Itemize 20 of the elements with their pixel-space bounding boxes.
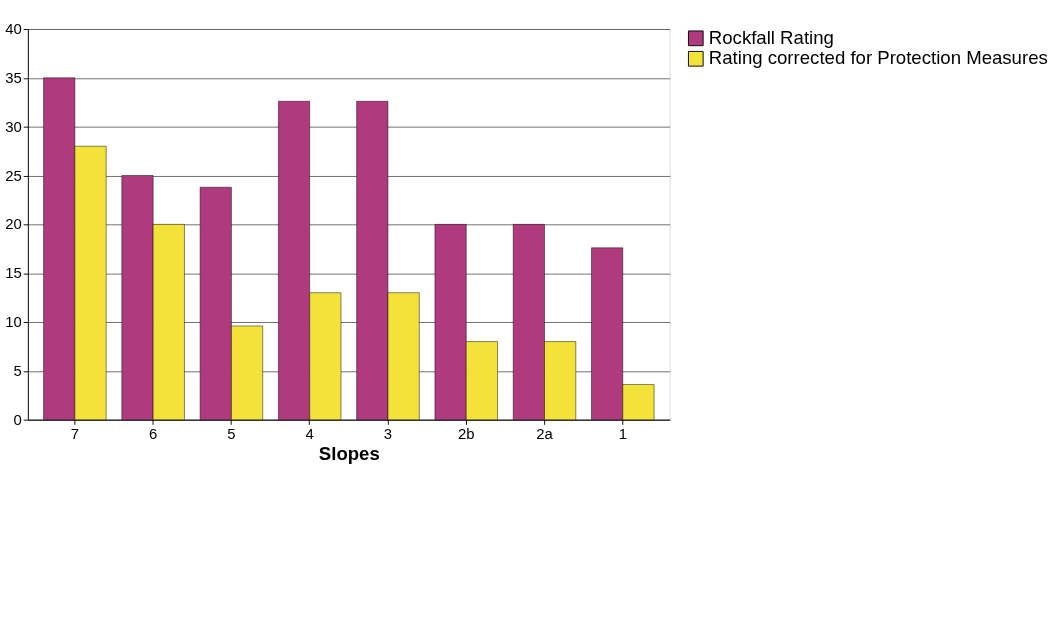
x-tick-label: 2b bbox=[457, 425, 475, 442]
y-tick-label: 15 bbox=[5, 265, 22, 282]
x-tick-label: 2a bbox=[536, 425, 554, 442]
y-tick-label: 10 bbox=[5, 314, 22, 331]
y-tick-label: 25 bbox=[5, 167, 22, 184]
y-tick-label: 0 bbox=[13, 411, 22, 428]
x-axis-title: Slopes bbox=[318, 443, 380, 465]
y-tick-label: 35 bbox=[5, 69, 22, 86]
x-tick-label: 7 bbox=[70, 425, 80, 442]
x-tick-label: 5 bbox=[227, 425, 236, 442]
x-tick-label: 3 bbox=[383, 425, 393, 442]
y-tick-label: 20 bbox=[5, 216, 22, 233]
y-tick-label: 40 bbox=[5, 21, 22, 38]
legend-label: Rating corrected for Protection Measures bbox=[708, 47, 1048, 69]
y-tick-label: 5 bbox=[13, 362, 22, 379]
x-tick-label: 1 bbox=[618, 425, 627, 442]
legend-label: Rockfall Rating bbox=[708, 26, 834, 48]
y-tick-label: 30 bbox=[5, 118, 22, 135]
x-tick-label: 4 bbox=[305, 425, 314, 442]
x-tick-label: 6 bbox=[149, 425, 158, 442]
